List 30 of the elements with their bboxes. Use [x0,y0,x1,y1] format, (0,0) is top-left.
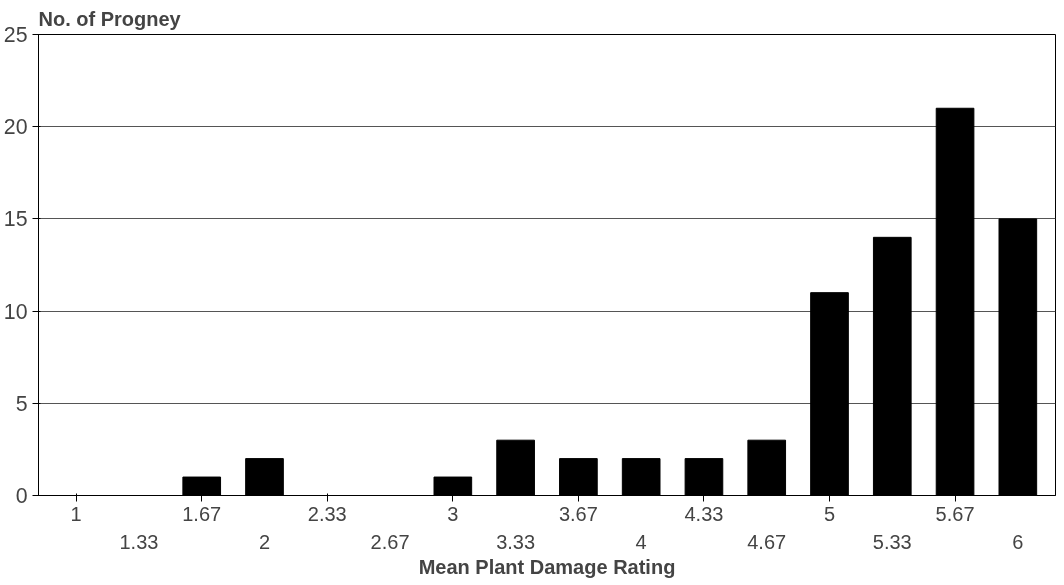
x-tick-label: 2 [258,530,271,553]
y-axis-title: No. of Progney [38,7,182,30]
x-tick-label: 4.67 [747,530,787,553]
x-tick-label: 4 [635,530,647,553]
y-tick-label: 10 [3,299,28,324]
x-tick-label: 2.33 [307,502,347,525]
x-tick-label: 2.67 [370,530,410,553]
x-tick-label: 3.33 [496,530,536,553]
x-tick-label: 6 [1012,530,1024,553]
x-tick-label: 1 [70,502,82,525]
bar [747,439,787,496]
bar [245,458,284,496]
x-tick-label: 3 [447,502,459,525]
y-tick-label: 5 [15,391,28,416]
bar [998,218,1038,496]
y-tick-label: 20 [3,115,28,140]
bar [496,439,535,496]
x-tick-label: 5.33 [872,530,912,553]
x-tick-label: 1.67 [182,502,222,525]
bar [621,458,661,496]
y-tick-label: 15 [3,207,28,232]
x-axis-title: Mean Plant Damage Rating [418,555,676,578]
y-tick-label: 0 [15,484,28,508]
x-tick-label: 4.33 [684,502,724,525]
x-tick-label: 1.33 [119,530,159,553]
x-tick-label: 3.67 [558,502,598,525]
x-tick-label: 5.67 [935,502,975,525]
x-tick-label: 5 [823,502,836,525]
bar [872,236,912,496]
y-tick-label: 25 [3,23,28,47]
